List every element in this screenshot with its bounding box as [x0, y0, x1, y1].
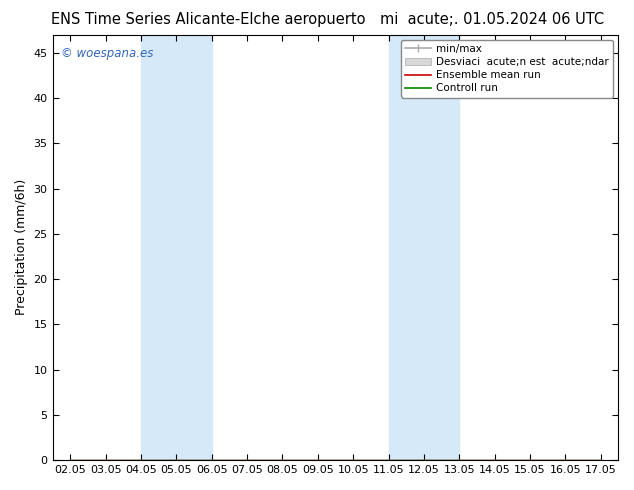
Text: mi  acute;. 01.05.2024 06 UTC: mi acute;. 01.05.2024 06 UTC	[380, 12, 605, 27]
Bar	[141, 35, 212, 460]
Y-axis label: Precipitation (mm/6h): Precipitation (mm/6h)	[15, 179, 28, 316]
Text: © woespana.es: © woespana.es	[61, 48, 153, 60]
Text: ENS Time Series Alicante-Elche aeropuerto: ENS Time Series Alicante-Elche aeropuert…	[51, 12, 365, 27]
Legend: min/max, Desviaci  acute;n est  acute;ndar, Ensemble mean run, Controll run: min/max, Desviaci acute;n est acute;ndar…	[401, 40, 613, 98]
Bar	[389, 35, 459, 460]
